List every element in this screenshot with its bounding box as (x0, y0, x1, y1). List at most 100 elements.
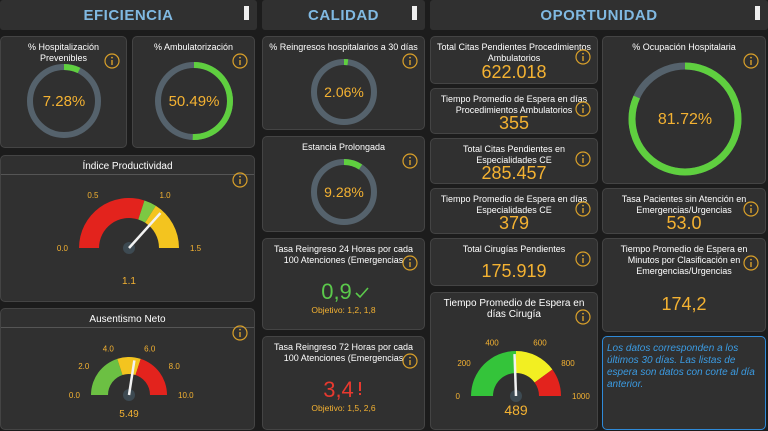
info-icon[interactable] (743, 53, 759, 69)
gauge-band (534, 369, 561, 396)
info-dot (409, 156, 411, 159)
target-text: Objetivo: 1,2, 1,8 (311, 305, 376, 315)
info-dot (582, 104, 584, 107)
card-title: Total Cirugías Pendientes (462, 244, 566, 254)
target-text: Objetivo: 1,5, 2,6 (311, 403, 376, 413)
info-dot (239, 175, 241, 178)
info-circle (575, 101, 591, 117)
gauge-tick-label: 4.0 (103, 344, 115, 353)
kpi-card: % Ambulatorización 50.49% (132, 36, 255, 148)
info-dot (409, 56, 411, 59)
info-icon[interactable] (402, 255, 418, 271)
card-title: Tiempo Promedio de Espera en días Proced… (440, 94, 588, 115)
info-dot (582, 154, 584, 157)
info-icon[interactable] (575, 201, 591, 217)
kpi-card: Total Citas Pendientes Procedimientos Am… (430, 36, 598, 84)
info-dot (409, 258, 411, 261)
gauge-value: 1.1 (122, 276, 136, 287)
card-title: Tiempo Promedio de Espera en Minutos por… (620, 244, 748, 276)
kpi-value: 622.018 (481, 62, 547, 82)
alert-icon (359, 382, 361, 395)
info-dot (582, 52, 584, 55)
kpi-value: 53.0 (666, 213, 702, 233)
gauge-tick-label: 800 (561, 359, 575, 368)
gauge-value: 5.49 (119, 409, 139, 420)
gauge-tick-label: 0.5 (87, 191, 99, 200)
gauge-card: Tiempo Promedio de Espera en días Cirugí… (430, 292, 598, 430)
info-icon[interactable] (575, 49, 591, 65)
gauge-tick-label: 2.0 (78, 362, 90, 371)
info-icon[interactable] (575, 251, 591, 267)
info-icon[interactable] (232, 325, 248, 341)
kpi-card: % Reingresos hospitalarios a 30 días 2.0… (262, 36, 425, 130)
divider (1, 174, 254, 175)
check-icon (355, 287, 369, 299)
gauge-value: 489 (504, 402, 528, 418)
info-dot (582, 204, 584, 207)
kpi-value: 0,9 (321, 279, 352, 304)
kpi-card: Estancia Prolongada 9.28% (262, 136, 425, 232)
gauge-needle (513, 353, 518, 397)
ring-gauge: 9.28% (311, 159, 377, 225)
gauge-tick-label: 600 (533, 339, 547, 348)
gauge-band (516, 351, 553, 383)
info-icon[interactable] (402, 153, 418, 169)
card-title: Ausentismo Neto (89, 314, 166, 325)
info-dot (239, 56, 241, 59)
ring-arc (311, 59, 377, 125)
info-icon[interactable] (402, 53, 418, 69)
ring-gauge: 50.49% (155, 62, 233, 140)
info-icon[interactable] (575, 309, 591, 325)
info-circle (743, 201, 759, 217)
gauge-tick-label: 6.0 (144, 344, 156, 353)
gauge-tick-label: 1.5 (190, 244, 202, 253)
info-icon[interactable] (402, 353, 418, 369)
section-header: EFICIENCIA (0, 0, 257, 30)
gauge-tick-label: 1.0 (160, 191, 172, 200)
kpi-card: Tiempo Promedio de Espera en días Proced… (430, 88, 598, 134)
card-title: Tasa Reingreso 72 Horas por cada 100 Ate… (273, 342, 414, 363)
ring-value: 50.49% (169, 93, 220, 110)
info-icon[interactable] (743, 201, 759, 217)
info-circle (743, 255, 759, 271)
kpi-value: 174,2 (661, 294, 707, 314)
gauge-band (145, 205, 179, 248)
info-dot (750, 204, 752, 207)
gauge-tick-label: 0.0 (69, 391, 81, 400)
note-card: Los datos corresponden a los últimos 30 … (602, 336, 766, 430)
ring-arc (155, 62, 233, 140)
ring-arc (628, 62, 742, 176)
info-circle (402, 153, 418, 169)
info-circle (575, 251, 591, 267)
info-icon[interactable] (104, 53, 120, 69)
info-circle (232, 325, 248, 341)
info-icon[interactable] (232, 172, 248, 188)
info-icon[interactable] (743, 255, 759, 271)
section-header: OPORTUNIDAD (430, 0, 768, 30)
info-circle (743, 53, 759, 69)
info-circle (402, 353, 418, 369)
gauge-band (79, 198, 145, 248)
card-title: Total Citas Pendientes Procedimientos Am… (436, 42, 592, 63)
kpi-card: Tasa Pacientes sin Atención en Emergenci… (602, 188, 766, 234)
gauge-card: Ausentismo Neto 0.0 2.0 4.0 6.0 8.0 10.0 5.49 (0, 308, 255, 430)
kpi-card: Tasa Reingreso 72 Horas por cada 100 Ate… (262, 336, 425, 430)
info-icon[interactable] (575, 151, 591, 167)
gauge-tick-label: 200 (457, 359, 471, 368)
gauge-tick-label: 1000 (572, 392, 590, 401)
divider (1, 327, 254, 328)
gauge-tick-label: 0.0 (57, 244, 69, 253)
card-title: % Hospitalización Prevenibles (27, 42, 100, 63)
info-icon[interactable] (232, 53, 248, 69)
info-dot (750, 56, 752, 59)
gauge-tick-label: 400 (485, 339, 499, 348)
ring-value: 7.28% (43, 93, 86, 110)
kpi-value: 175.919 (481, 261, 547, 281)
gauge-tick-label: 0 (456, 392, 461, 401)
info-icon[interactable] (575, 101, 591, 117)
info-circle (232, 53, 248, 69)
ring-gauge: 2.06% (311, 59, 377, 125)
info-circle (104, 53, 120, 69)
card-title: Estancia Prolongada (301, 142, 386, 152)
